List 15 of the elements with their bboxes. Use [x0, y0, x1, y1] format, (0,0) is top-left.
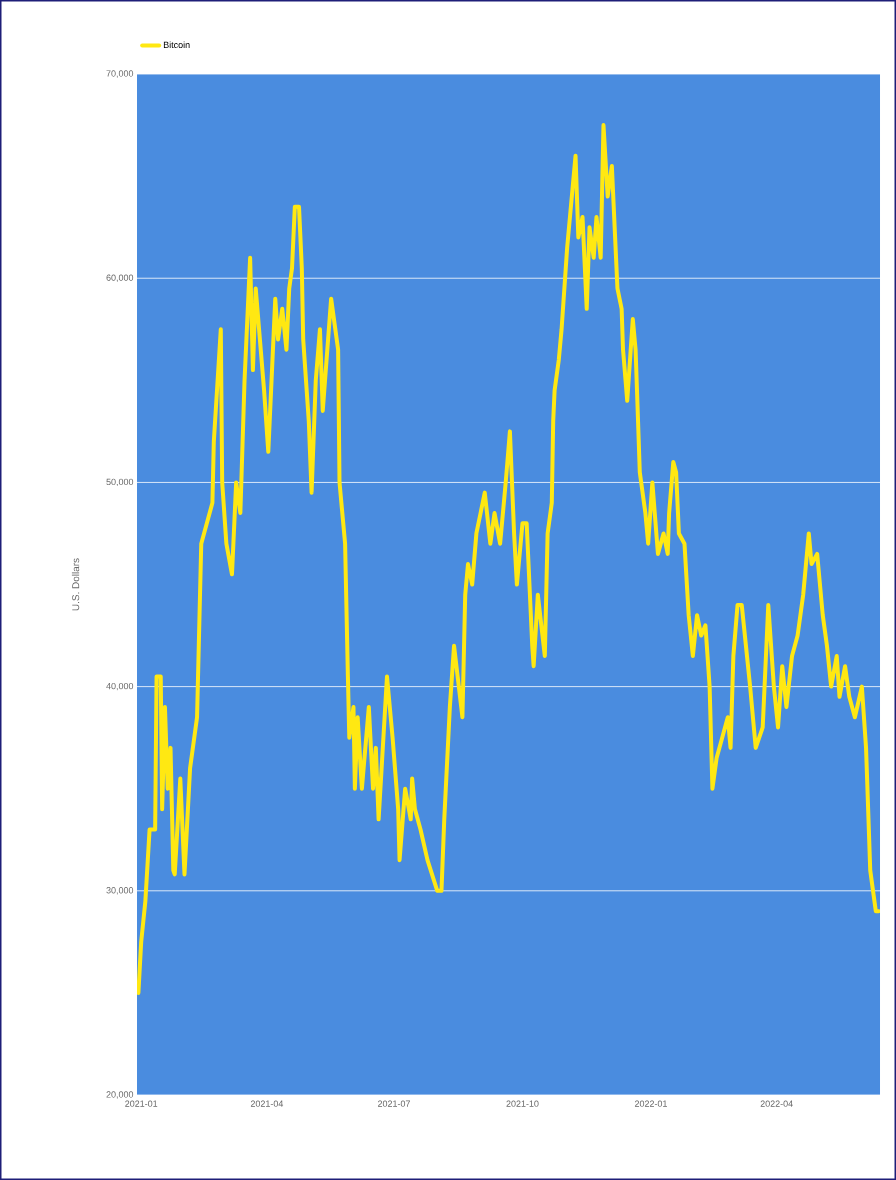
y-tick-label: 60,000	[106, 274, 134, 282]
line-series	[137, 123, 881, 995]
y-tick-label: 40,000	[106, 682, 134, 691]
x-tick-label: 2021-04	[250, 1100, 284, 1107]
x-tick-label: 2021-07	[377, 1100, 410, 1107]
y-tick-label: 30,000	[106, 887, 134, 895]
y-tick-label: 50,000	[106, 478, 134, 487]
y-axis-title: U.S. Dollars	[71, 558, 80, 611]
x-tick-label: 2021-10	[506, 1100, 539, 1107]
x-tick-label: 2022-01	[634, 1100, 667, 1107]
legend-label: Bitcoin	[163, 41, 190, 49]
y-tick-label: 70,000	[106, 70, 134, 78]
x-tick-label: 2022-04	[760, 1100, 793, 1107]
x-tick-label: 2021-01	[125, 1100, 158, 1107]
y-tick-label: 20,000	[106, 1091, 134, 1099]
